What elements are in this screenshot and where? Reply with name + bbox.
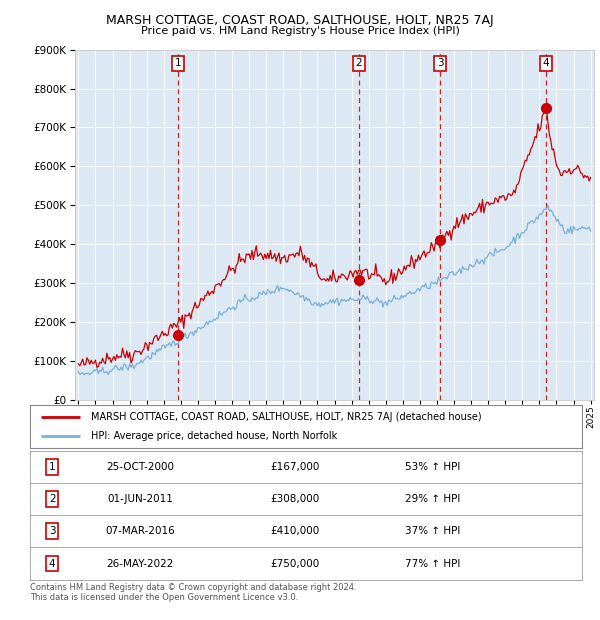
Text: 1: 1: [49, 462, 55, 472]
Text: £167,000: £167,000: [270, 462, 320, 472]
Text: 3: 3: [437, 58, 443, 68]
Text: 29% ↑ HPI: 29% ↑ HPI: [406, 494, 461, 504]
Text: 4: 4: [543, 58, 550, 68]
Text: 01-JUN-2011: 01-JUN-2011: [107, 494, 173, 504]
Text: 4: 4: [49, 559, 55, 569]
Text: 1: 1: [175, 58, 181, 68]
Text: 53% ↑ HPI: 53% ↑ HPI: [406, 462, 461, 472]
Text: MARSH COTTAGE, COAST ROAD, SALTHOUSE, HOLT, NR25 7AJ (detached house): MARSH COTTAGE, COAST ROAD, SALTHOUSE, HO…: [91, 412, 481, 422]
Text: 26-MAY-2022: 26-MAY-2022: [107, 559, 174, 569]
Text: £308,000: £308,000: [271, 494, 320, 504]
Text: 37% ↑ HPI: 37% ↑ HPI: [406, 526, 461, 536]
Text: Contains HM Land Registry data © Crown copyright and database right 2024.
This d: Contains HM Land Registry data © Crown c…: [30, 583, 356, 602]
Text: £750,000: £750,000: [271, 559, 320, 569]
Text: 77% ↑ HPI: 77% ↑ HPI: [406, 559, 461, 569]
Text: 07-MAR-2016: 07-MAR-2016: [106, 526, 175, 536]
Text: 2: 2: [49, 494, 55, 504]
Text: HPI: Average price, detached house, North Norfolk: HPI: Average price, detached house, Nort…: [91, 432, 337, 441]
Text: 2: 2: [355, 58, 362, 68]
Text: 3: 3: [49, 526, 55, 536]
Text: MARSH COTTAGE, COAST ROAD, SALTHOUSE, HOLT, NR25 7AJ: MARSH COTTAGE, COAST ROAD, SALTHOUSE, HO…: [106, 14, 494, 27]
Text: £410,000: £410,000: [271, 526, 320, 536]
Text: 25-OCT-2000: 25-OCT-2000: [106, 462, 175, 472]
Text: Price paid vs. HM Land Registry's House Price Index (HPI): Price paid vs. HM Land Registry's House …: [140, 26, 460, 36]
